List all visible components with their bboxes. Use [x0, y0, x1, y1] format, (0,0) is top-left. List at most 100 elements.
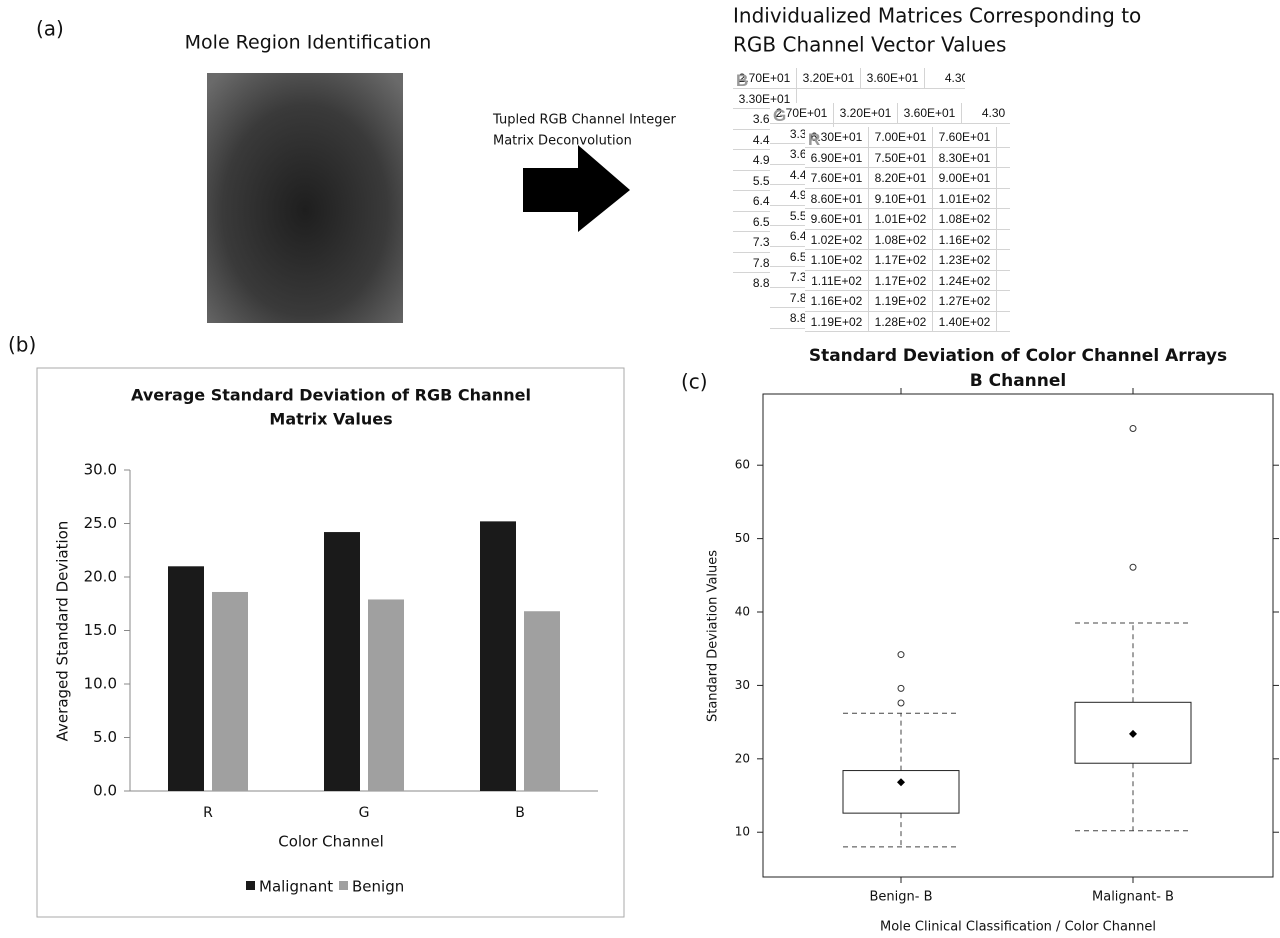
y-tick-label: 30.0 — [84, 461, 117, 479]
matrix-cell: 9.10E — [997, 148, 1010, 168]
matrix-cell: 3.60E+01 — [898, 103, 962, 124]
box — [842, 770, 960, 814]
matrix-cell: 7.60E+01 — [805, 168, 869, 189]
bar — [524, 611, 560, 791]
matrix-row: 8.60E+019.10E+011.01E+021.08E — [805, 188, 1010, 209]
matrix-cell: 8.20E+01 — [869, 168, 933, 189]
matrix-cell: 1.17E+02 — [869, 270, 933, 291]
matrix-row: 1.10E+021.17E+021.23E+021.26E — [805, 250, 1010, 271]
panel-label: (a) — [36, 17, 64, 41]
matrix-cell: 3.60E+01 — [861, 68, 925, 89]
chart-frame — [36, 367, 625, 918]
x-tick-label: G — [359, 805, 370, 821]
matrix-cell: 1.10E+02 — [805, 250, 869, 271]
matrix-cell: 1.08E+02 — [933, 209, 997, 230]
matrix-row: 6.30E+017.00E+017.60E+018.50E — [805, 127, 1010, 148]
matrix-cell: 1.08E+02 — [869, 229, 933, 250]
matrix-cell: 1.34E — [997, 291, 1010, 312]
chart-title: Matrix Values — [269, 410, 392, 429]
matrix-cell: 6.30E+01 — [805, 127, 869, 148]
matrix-cell: 8.30E+01 — [933, 147, 997, 168]
y-tick-label: 20 — [735, 751, 750, 765]
mole-image — [207, 73, 403, 323]
mean-marker — [1129, 729, 1137, 738]
y-axis-title: Standard Deviation Values — [706, 550, 721, 722]
matrix-cell: 9.00E+01 — [933, 168, 997, 189]
y-tick-label: 15.0 — [84, 621, 117, 639]
matrix-cell: 3.30E+01 — [733, 88, 797, 109]
outlier — [1129, 563, 1137, 571]
matrices-title: RGB Channel Vector Values — [733, 33, 1006, 57]
bar — [168, 566, 204, 791]
outlier — [897, 684, 905, 692]
matrix-row: 1.11E+021.17E+021.24E+021.26E — [805, 270, 1010, 291]
matrix-cell: 2.70E+01 — [770, 103, 834, 124]
matrix-cell: 1.01E+02 — [933, 188, 997, 209]
x-tick-label: Benign- B — [869, 890, 932, 905]
y-tick-label: 5.0 — [93, 728, 117, 746]
arrow-text: Tupled RGB Channel Integer — [492, 113, 677, 128]
matrix-table: 6.30E+017.00E+017.60E+018.50E6.90E+017.5… — [805, 127, 1010, 334]
matrix-cell: 9.60E+01 — [805, 209, 869, 230]
y-tick-label: 20.0 — [84, 568, 117, 586]
bar — [368, 599, 404, 791]
y-axis-title: Averaged Standard Deviation — [54, 521, 72, 742]
matrix-cell: 1.28E+02 — [869, 311, 933, 332]
matrix-cell: 1.17E+02 — [869, 250, 933, 271]
matrix-cell: 1.08E — [997, 189, 1010, 209]
matrix-cell: 1.23E+02 — [933, 250, 997, 271]
bar — [212, 591, 248, 791]
bar — [480, 521, 516, 791]
arrow-text: Matrix Deconvolution — [493, 134, 632, 149]
y-tick-label: 30 — [735, 678, 750, 692]
matrix-cell: 7.00E+01 — [869, 127, 933, 148]
matrix-row: 1.16E+021.19E+021.27E+021.34E — [805, 291, 1010, 312]
matrix-cell: 7.60E+01 — [933, 127, 997, 148]
x-axis-title: Mole Clinical Classification / Color Cha… — [880, 920, 1156, 935]
legend-label: Malignant — [259, 878, 333, 896]
y-tick-label: 50 — [735, 531, 750, 545]
matrix-cell: 1.26E — [997, 250, 1010, 271]
matrix-cell: 4.30 — [962, 103, 1010, 124]
x-axis-title: Color Channel — [278, 833, 384, 851]
outlier — [897, 651, 905, 659]
matrix-cell: 1.13E — [997, 209, 1010, 230]
matrix-cell: 8.60E+01 — [805, 188, 869, 209]
matrix-row: 1.19E+021.28E+021.40E+021.43E — [805, 311, 1010, 332]
panel-label: (b) — [8, 333, 36, 357]
matrix-cell: 1.01E+02 — [869, 209, 933, 230]
matrix-row: 6.90E+017.50E+018.30E+019.10E — [805, 147, 1010, 168]
matrix-row: 9.60E+011.01E+021.08E+021.13E — [805, 209, 1010, 230]
matrix-cell: 7.50E+01 — [869, 147, 933, 168]
matrix-cell: 3.20E+01 — [797, 68, 861, 89]
bar — [324, 532, 360, 791]
matrix-cell: 1.02E+02 — [805, 229, 869, 250]
matrix-label: B — [736, 71, 749, 90]
y-tick-label: 25.0 — [84, 514, 117, 532]
panel-label: (c) — [681, 370, 708, 394]
y-tick-label: 10 — [735, 825, 750, 839]
matrix-cell: 9.10E+01 — [869, 188, 933, 209]
matrix-row: 2.70E+013.20E+013.60E+014.30 — [733, 68, 965, 89]
matrix-cell: 1.20E — [997, 230, 1010, 250]
matrix-cell: 2.70E+01 — [733, 68, 797, 89]
matrix-cell: 1.40E+02 — [933, 311, 997, 332]
x-tick-label: R — [203, 805, 213, 821]
matrix-cell: 8.50E — [997, 127, 1010, 148]
matrix-cell: 1.16E+02 — [805, 291, 869, 312]
matrix-cell: 3.20E+01 — [834, 103, 898, 124]
x-tick-label: Malignant- B — [1092, 890, 1174, 905]
plot-frame — [762, 393, 1274, 878]
matrix-cell: 1.24E+02 — [933, 270, 997, 291]
matrix-cell: 1.26E — [997, 271, 1010, 291]
matrix-cell: 1.27E+02 — [933, 291, 997, 312]
y-tick-label: 60 — [735, 458, 750, 472]
chart-title: Standard Deviation of Color Channel Arra… — [809, 346, 1227, 366]
matrices-title: Individualized Matrices Corresponding to — [733, 4, 1141, 28]
matrix-cell: 1.19E+02 — [805, 311, 869, 332]
legend-swatch — [339, 881, 348, 890]
matrix-cell: 1.01E — [997, 168, 1010, 189]
legend-label: Benign — [352, 878, 404, 896]
matrix-cell: 4.30 — [925, 68, 965, 89]
